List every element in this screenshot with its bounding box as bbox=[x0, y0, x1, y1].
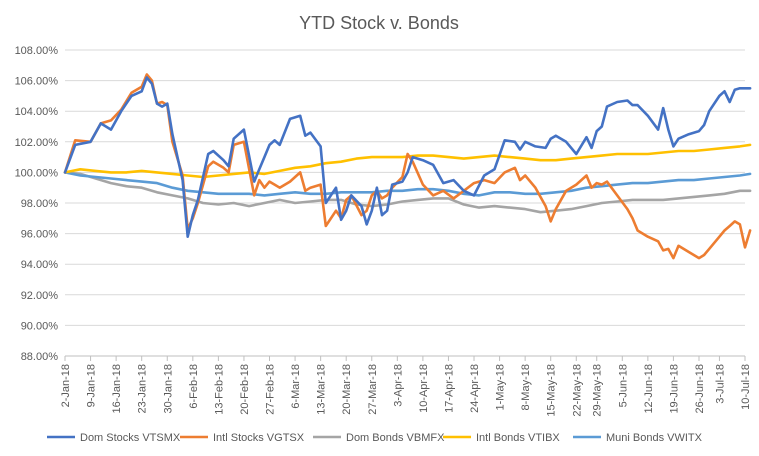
series-line-4 bbox=[63, 171, 752, 197]
x-tick-label: 27-Feb-18 bbox=[265, 364, 277, 415]
y-tick-label: 102.00% bbox=[15, 137, 59, 149]
x-tick-label: 6-Mar-18 bbox=[290, 364, 302, 409]
x-axis: 2-Jan-18 9-Jan-18 16-Jan-18 23-Jan-18 30-Jan… bbox=[60, 355, 752, 417]
legend-label: Dom Stocks VTSMX bbox=[80, 432, 181, 444]
x-tick-label: 13-Mar-18 bbox=[316, 364, 328, 415]
y-tick-label: 108.00% bbox=[15, 45, 59, 57]
chart-title: YTD Stock v. Bonds bbox=[299, 13, 459, 33]
x-tick-label: 6-Feb-18 bbox=[188, 364, 200, 409]
legend-label: Intl Stocks VGTSX bbox=[213, 432, 305, 444]
series-line-0 bbox=[63, 76, 752, 238]
y-tick-label: 94.00% bbox=[21, 259, 59, 271]
y-tick-label: 90.00% bbox=[21, 320, 59, 332]
x-tick-label: 1-May-18 bbox=[495, 364, 507, 410]
y-tick-label: 88.00% bbox=[21, 351, 59, 363]
x-tick-label: 29-May-18 bbox=[592, 364, 604, 417]
x-tick-label: 13-Feb-18 bbox=[213, 364, 225, 415]
series-line-2 bbox=[63, 171, 752, 214]
y-tick-label: 96.00% bbox=[21, 229, 59, 241]
x-tick-label: 23-Jan-18 bbox=[137, 364, 149, 414]
x-tick-label: 10-Jul-18 bbox=[740, 364, 752, 410]
y-tick-label: 104.00% bbox=[15, 106, 59, 118]
y-tick-label: 92.00% bbox=[21, 290, 59, 302]
x-tick-label: 30-Jan-18 bbox=[162, 364, 174, 414]
legend-label: Intl Bonds VTIBX bbox=[476, 432, 560, 444]
x-tick-label: 27-Mar-18 bbox=[367, 364, 379, 415]
x-tick-label: 20-Feb-18 bbox=[239, 364, 251, 415]
x-tick-label: 2-Jan-18 bbox=[60, 364, 72, 407]
x-tick-label: 10-Apr-18 bbox=[418, 364, 430, 413]
x-tick-label: 3-Apr-18 bbox=[392, 364, 404, 407]
x-tick-label: 16-Jan-18 bbox=[111, 364, 123, 414]
x-tick-label: 3-Jul-18 bbox=[714, 364, 726, 404]
x-tick-label: 8-May-18 bbox=[520, 364, 532, 410]
y-tick-label: 100.00% bbox=[15, 167, 59, 179]
x-tick-label: 19-Jun-18 bbox=[668, 364, 680, 414]
x-tick-label: 20-Mar-18 bbox=[341, 364, 353, 415]
legend-label: Muni Bonds VWITX bbox=[606, 432, 703, 444]
y-tick-label: 98.00% bbox=[21, 198, 59, 210]
x-tick-label: 26-Jun-18 bbox=[694, 364, 706, 414]
x-tick-label: 9-Jan-18 bbox=[86, 364, 98, 407]
x-tick-label: 12-Jun-18 bbox=[643, 364, 655, 414]
series-lines bbox=[63, 73, 752, 260]
x-tick-label: 15-May-18 bbox=[546, 364, 558, 417]
x-tick-label: 24-Apr-18 bbox=[469, 364, 481, 413]
x-tick-label: 22-May-18 bbox=[571, 364, 583, 417]
y-tick-label: 106.00% bbox=[15, 76, 59, 88]
x-tick-label: 17-Apr-18 bbox=[443, 364, 455, 413]
x-tick-label: 5-Jun-18 bbox=[617, 364, 629, 407]
legend: Dom Stocks VTSMX Intl Stocks VGTSX Dom Bon… bbox=[47, 432, 703, 444]
gridlines bbox=[65, 49, 745, 357]
legend-label: Dom Bonds VBMFX bbox=[346, 432, 445, 444]
y-axis-ticks: 88.00% 90.00% 92.00% 94.00% 96.00% 98.00% 100.… bbox=[15, 45, 59, 363]
